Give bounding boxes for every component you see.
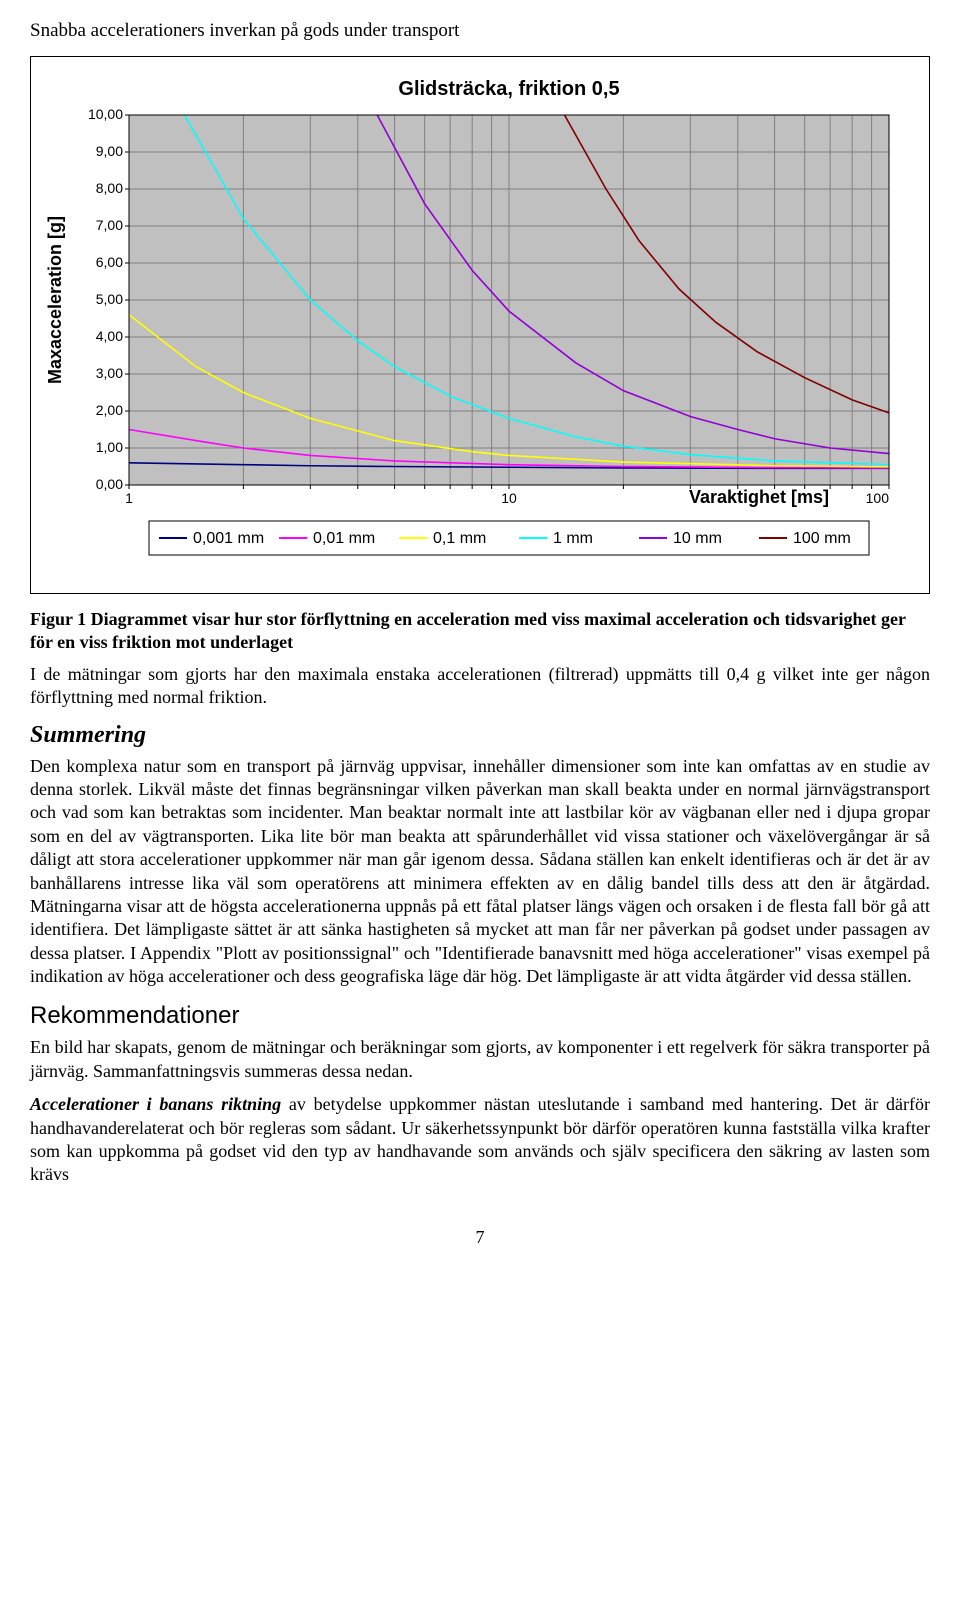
svg-text:Varaktighet [ms]: Varaktighet [ms] <box>689 487 829 507</box>
svg-text:Maxacceleration [g]: Maxacceleration [g] <box>45 216 65 384</box>
svg-text:1 mm: 1 mm <box>553 530 593 547</box>
svg-text:0,001 mm: 0,001 mm <box>193 530 264 547</box>
svg-text:5,00: 5,00 <box>96 291 123 307</box>
rekommend-paragraph-2: Accelerationer i banans riktning av bety… <box>30 1093 930 1187</box>
svg-text:4,00: 4,00 <box>96 328 123 344</box>
svg-text:0,01 mm: 0,01 mm <box>313 530 375 547</box>
svg-text:0,1 mm: 0,1 mm <box>433 530 486 547</box>
svg-text:Glidsträcka, friktion 0,5: Glidsträcka, friktion 0,5 <box>398 78 619 100</box>
rekommend-runin: Accelerationer i banans riktning <box>30 1094 281 1114</box>
svg-text:1,00: 1,00 <box>96 439 123 455</box>
svg-text:10: 10 <box>501 490 517 506</box>
page-header: Snabba accelerationers inverkan på gods … <box>30 20 930 42</box>
svg-text:3,00: 3,00 <box>96 365 123 381</box>
summering-body: Den komplexa natur som en transport på j… <box>30 755 930 989</box>
summering-heading: Summering <box>30 722 930 749</box>
svg-text:100 mm: 100 mm <box>793 530 851 547</box>
svg-text:6,00: 6,00 <box>96 254 123 270</box>
measurements-paragraph: I de mätningar som gjorts har den maxima… <box>30 663 930 710</box>
svg-text:9,00: 9,00 <box>96 143 123 159</box>
figure-caption: Figur 1 Diagrammet visar hur stor förfly… <box>30 608 930 655</box>
svg-text:10 mm: 10 mm <box>673 530 722 547</box>
svg-text:100: 100 <box>866 490 890 506</box>
svg-text:2,00: 2,00 <box>96 402 123 418</box>
chart-container: 0,00 1,00 2,00 3,00 4,00 5,00 6,00 7,00 8,00 9,00… <box>30 56 930 594</box>
svg-text:0,00: 0,00 <box>96 476 123 492</box>
rekommendationer-heading: Rekommendationer <box>30 1002 930 1030</box>
svg-text:10,00: 10,00 <box>88 106 123 122</box>
svg-text:7,00: 7,00 <box>96 217 123 233</box>
svg-text:1: 1 <box>125 490 133 506</box>
page-number: 7 <box>30 1227 930 1248</box>
chart-svg: 0,00 1,00 2,00 3,00 4,00 5,00 6,00 7,00 8,00 9,00… <box>39 65 919 585</box>
svg-text:8,00: 8,00 <box>96 180 123 196</box>
rekommend-paragraph-1: En bild har skapats, genom de mätningar … <box>30 1036 930 1083</box>
